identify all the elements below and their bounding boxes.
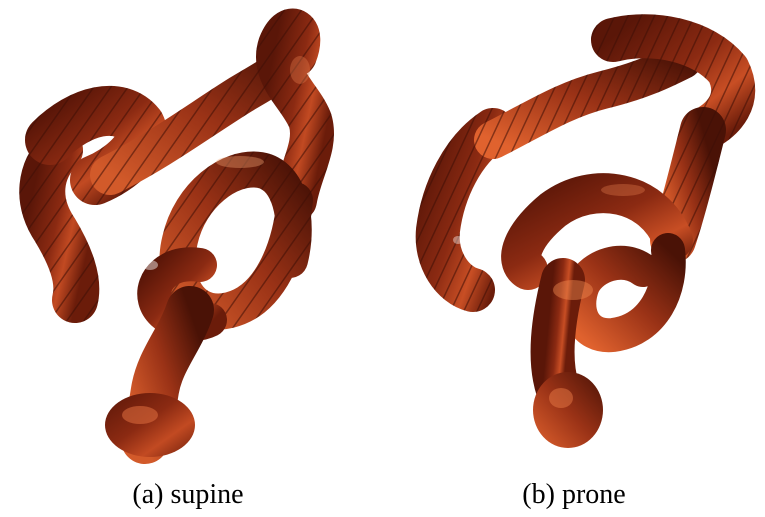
prone-colon-illustration — [415, 14, 756, 448]
supine-colon-illustration — [19, 8, 334, 464]
caption-prone: (b) prone — [522, 479, 626, 510]
prone-colon-image — [383, 0, 765, 475]
caption-supine: (a) supine — [132, 479, 244, 510]
supine-colon-image — [0, 0, 382, 475]
